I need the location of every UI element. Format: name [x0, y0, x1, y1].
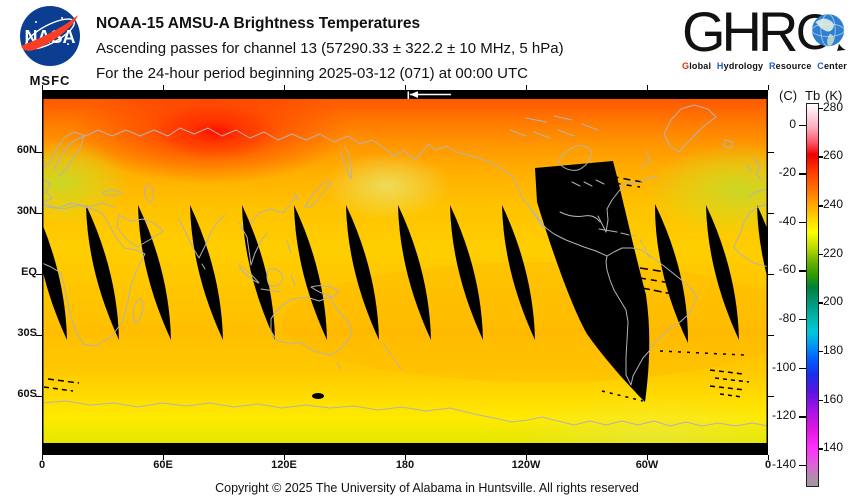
coastlines — [42, 104, 768, 427]
ghrc-tagline: Global Hydrology Resource Center — [682, 61, 850, 71]
lon-tick-mark — [42, 455, 43, 460]
lat-tick-label: 60N — [16, 144, 37, 157]
tagline-initial: R — [768, 61, 776, 71]
colorbar-unit-k: (K) — [825, 88, 843, 103]
limb-scan-dashes — [43, 171, 750, 402]
colorbar-unit-c: (C) — [779, 88, 798, 103]
lon-tick-label: 120E — [271, 459, 297, 471]
colorbar-c-label: -140 — [771, 456, 796, 471]
colorbar-k-label: 200 — [823, 294, 844, 309]
channel-subtitle: Ascending passes for channel 13 (57290.3… — [96, 40, 564, 57]
globe-stand — [837, 43, 847, 51]
lon-tick-mark — [163, 455, 164, 460]
lon-tick-label: 120W — [511, 459, 541, 471]
nasa-msfc-logo[interactable]: NASA MSFC — [10, 4, 90, 88]
colorbar-c-tick — [799, 464, 806, 467]
tagline-rest: ydrology — [723, 61, 764, 71]
missing-swath-americas — [535, 161, 650, 402]
tagline-initial: G — [682, 61, 690, 71]
colorbar-c-tick — [799, 270, 806, 272]
colorbar-k-label: 180 — [823, 342, 844, 357]
colorbar-c-tick — [799, 416, 806, 418]
lat-tick-mark-right — [768, 334, 774, 336]
lon-tick-mark — [284, 455, 285, 460]
lon-tick-mark — [405, 455, 406, 460]
colorbar-k-label: 220 — [823, 245, 844, 260]
lat-tick-label: 30N — [16, 205, 37, 218]
period-line: For the 24-hour period beginning 2025-03… — [96, 65, 528, 82]
lon-tick-mark — [526, 455, 527, 460]
page-title: NOAA-15 AMSU-A Brightness Temperatures — [96, 15, 421, 32]
colorbar-k-label: 260 — [823, 148, 844, 163]
map-frame — [42, 90, 768, 455]
lat-tick-mark-right — [768, 395, 774, 397]
colorbar-c-tick — [799, 124, 806, 126]
ghrc-wordmark: GHR C — [682, 4, 850, 60]
tagline-initial: H — [716, 61, 724, 71]
colorbar-c-tick — [799, 221, 806, 224]
colorbar-gradient — [806, 103, 819, 487]
lat-tick-mark-right — [768, 152, 774, 154]
colorbar-c-tick — [799, 367, 806, 370]
ghrc-logo[interactable]: GHR C Global Hydrology Resource Center — [682, 4, 850, 72]
ghrc-c-globe-icon: C — [796, 4, 847, 60]
lon-tick-label: 180 — [395, 459, 415, 471]
colorbar-k-label: 240 — [823, 197, 844, 212]
nasa-meatball-icon: NASA — [20, 6, 80, 66]
time-marker-arrow-icon — [407, 90, 451, 99]
ghrc-letters-ghr: GHR — [682, 0, 798, 63]
colorbar-k-label: 160 — [823, 391, 844, 406]
lat-tick-mark-right — [768, 274, 774, 275]
tagline-rest: lobal — [689, 61, 712, 71]
lon-tick-label: 60W — [635, 459, 659, 471]
polar-no-data-strips — [42, 90, 768, 455]
lon-tick-mark-top — [768, 85, 769, 90]
colorbar-c-tick — [799, 173, 806, 175]
lon-tick-mark — [768, 455, 769, 460]
tagline-initial: C — [817, 61, 824, 71]
tagline-rest: enter — [823, 61, 847, 71]
colorbar-quantity: Tb — [805, 88, 821, 103]
lon-tick-label: 0 — [764, 459, 772, 471]
colorbar-c-tick — [799, 318, 806, 321]
lon-tick-label: 0 — [38, 459, 46, 471]
lat-tick-mark-right — [768, 213, 774, 215]
lat-tick-label: EQ — [21, 266, 37, 278]
copyright-text: Copyright © 2025 The University of Alaba… — [215, 481, 639, 495]
lon-tick-label: 60E — [153, 459, 173, 471]
lat-tick-label: 30S — [17, 326, 37, 339]
brightness-temperature-map — [42, 90, 768, 455]
colorbar-k-label: 140 — [823, 440, 844, 455]
title-block: NOAA-15 AMSU-A Brightness Temperatures A… — [96, 11, 564, 86]
lon-tick-mark — [647, 455, 648, 460]
lat-tick-label: 60S — [17, 387, 37, 400]
msfc-label: MSFC — [29, 73, 71, 88]
tagline-rest: esource — [775, 61, 812, 71]
nasa-swoosh — [21, 15, 78, 51]
